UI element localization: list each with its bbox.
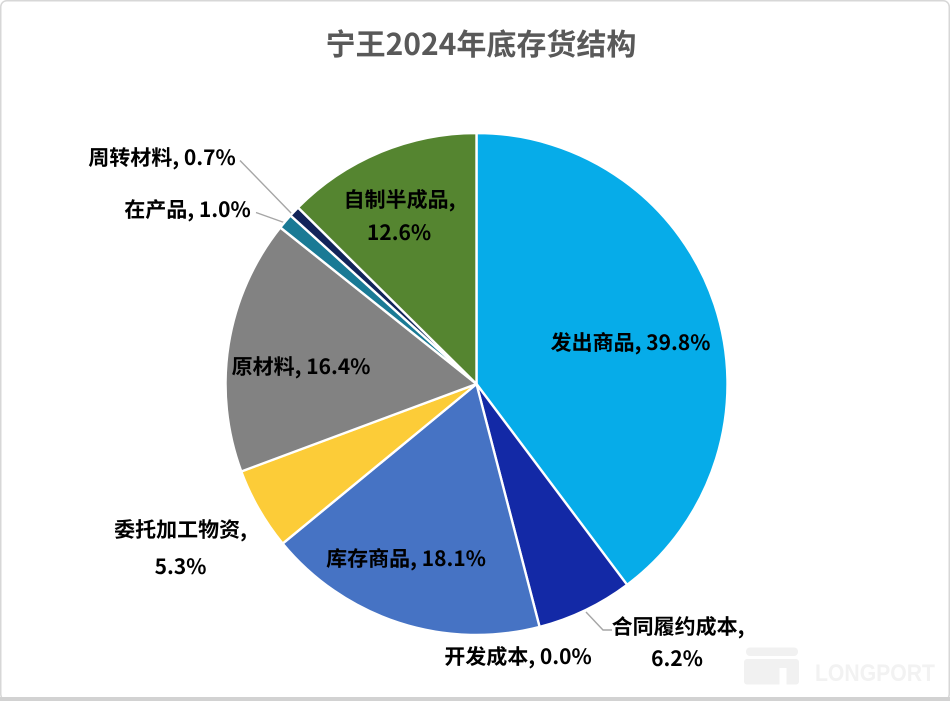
svg-text:LONGPORT: LONGPORT	[815, 660, 935, 687]
